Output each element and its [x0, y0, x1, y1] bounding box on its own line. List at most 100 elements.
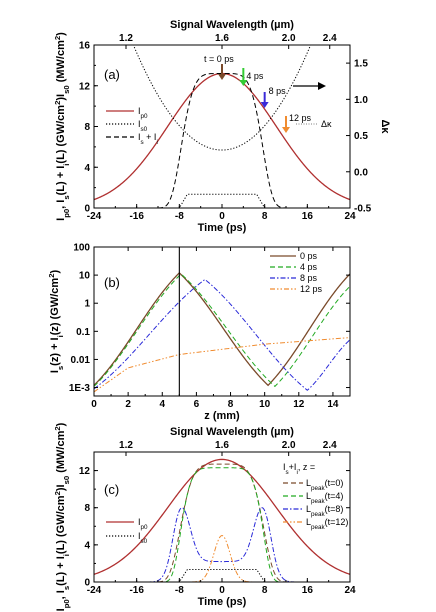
series-line-0	[94, 271, 350, 387]
y-axis-label-part: 2	[47, 274, 56, 278]
y-axis-label-part: , I	[55, 200, 67, 209]
x-tick-label: 8	[262, 211, 268, 222]
top-tick-label: 1.2	[119, 440, 133, 451]
legend-header-part: s	[286, 469, 289, 476]
legend-header: Is+Ii, z =	[283, 462, 315, 476]
legend-label: 8 ps	[300, 273, 318, 283]
y-axis-label-part: i	[62, 164, 71, 166]
y-tick-label: 0	[84, 204, 90, 215]
y-tick-label: 100	[73, 243, 90, 254]
legend-header-part: I	[283, 462, 286, 472]
x-tick-label: 10	[259, 399, 271, 410]
legend-label: Is0	[138, 531, 148, 545]
legend-label-part: p0	[141, 524, 149, 531]
y-axis-label-part: s	[56, 366, 65, 370]
panel-b: 0 2 4 6 8 10 12 14z (mm)1E-30.010.1110100Is(z) …	[47, 243, 351, 422]
time-arrow-head	[218, 74, 226, 80]
legend-label-part: I	[138, 531, 141, 541]
y-axis-label-part: )	[49, 270, 61, 274]
top-tick-label: 2.4	[323, 440, 337, 451]
time-arrow-head	[282, 127, 290, 133]
y-axis-label-part: )	[55, 97, 67, 101]
legend-label-part: peak	[311, 511, 326, 518]
y-tick-label: 4	[84, 163, 90, 174]
legend-label-part: I	[138, 106, 141, 116]
legend-label-part: I	[138, 132, 141, 142]
series-line-4	[94, 507, 350, 582]
legend-label: Lpeak(t=8)	[306, 504, 343, 518]
legend-label-part: + I	[144, 132, 157, 142]
legend-label-part: L	[306, 504, 311, 514]
x-tick-label: -24	[87, 585, 102, 596]
legend-label-part: s0	[141, 126, 148, 133]
x-tick-label: 14	[327, 399, 339, 410]
y-tick-label: 0.01	[71, 355, 91, 366]
y2-tick-label: 0.5	[354, 131, 368, 142]
time-arrow-label: 12 ps	[289, 113, 312, 123]
y-axis-label-part: p0	[62, 209, 71, 218]
x-tick-label: 0	[91, 399, 97, 410]
top-tick-label: 1.6	[215, 440, 229, 451]
top-axis-label: Signal Wavelength (µm)	[170, 19, 294, 31]
y2-tick-label: -0.5	[354, 204, 372, 215]
x-tick-label: 24	[344, 211, 356, 222]
legend-label: 12 ps	[300, 284, 323, 294]
legend-label-part: L	[306, 491, 311, 501]
y-axis-label-part: I	[55, 218, 67, 221]
top-tick-label: 1.6	[215, 33, 229, 44]
x-tick-label: 16	[302, 585, 314, 596]
legend-label-part: (t=12)	[325, 517, 349, 527]
y-axis-label-part: s	[62, 586, 71, 590]
x-tick-label: 0	[219, 585, 225, 596]
y-axis-label-part: (MW/cm	[55, 40, 67, 85]
y-axis-label-part: , I	[55, 590, 67, 599]
y-axis-label-part: I	[55, 484, 67, 487]
x-tick-label: 8	[228, 399, 234, 410]
legend-label: Is0	[138, 119, 148, 133]
series-line-2	[94, 278, 350, 391]
time-arrow-head	[239, 80, 248, 86]
legend-label-part: (t=4)	[325, 491, 344, 501]
y-axis-label-part: 2	[53, 491, 62, 495]
legend-label: Ip0	[138, 517, 148, 531]
y-tick-label: 4	[84, 540, 90, 551]
y-axis-label-part: (L) + I	[55, 166, 67, 196]
y-tick-label: 10	[79, 271, 91, 282]
legend-label-part: s0	[141, 538, 148, 545]
y-axis-label-part: 2	[53, 101, 62, 105]
legend-label: Lpeak(t=4)	[306, 491, 343, 505]
legend-label: Is + Ii	[138, 132, 158, 146]
legend-label: 4 ps	[300, 262, 318, 272]
y-axis-label: Is(z) + Ii(z) (GW/cm2)	[47, 270, 65, 374]
legend-label-part: (t=8)	[325, 504, 344, 514]
y-axis-label-part: (MW/cm	[55, 430, 67, 475]
series-line-3	[132, 45, 312, 151]
y-axis-label-part: 2	[53, 36, 62, 40]
x-tick-label: 8	[262, 585, 268, 596]
y-axis-label-part: (L) (GW/cm	[55, 495, 67, 554]
panel-label: (a)	[104, 67, 120, 82]
series-group	[94, 271, 350, 393]
y2-tick-label: 0.0	[354, 167, 368, 178]
y-axis-label-part: )	[55, 487, 67, 491]
y-axis-label-part: s0	[62, 476, 71, 485]
top-tick-label: 1.2	[119, 33, 133, 44]
series-line-3	[94, 337, 350, 393]
x-tick-label: 24	[344, 585, 356, 596]
y-axis-label-part: I	[49, 370, 61, 373]
y-axis-label-part: I	[55, 94, 67, 97]
y-tick-label: 1E-3	[69, 383, 91, 394]
x-tick-label: 6	[194, 399, 200, 410]
legend-header-part: +I	[289, 462, 297, 472]
time-arrow-label: t = 0 ps	[204, 54, 234, 64]
legend-header-part: , z =	[298, 462, 315, 472]
y-axis-label-part: p0	[62, 599, 71, 608]
legend-label: Lpeak(t=0)	[306, 478, 343, 492]
top-axis-label: Signal Wavelength (µm)	[170, 426, 294, 438]
legend-label-part: peak	[311, 524, 326, 531]
y-axis-label-part: )	[55, 422, 67, 426]
dk-annotation: Δκ	[321, 119, 332, 129]
y-axis-label-part: i	[56, 335, 65, 337]
y-tick-label: 12	[79, 466, 91, 477]
